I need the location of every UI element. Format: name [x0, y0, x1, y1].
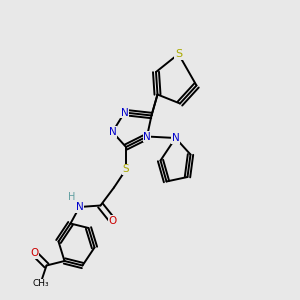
Text: S: S: [175, 49, 182, 59]
Text: O: O: [108, 215, 117, 226]
Text: N: N: [121, 107, 128, 118]
Text: CH₃: CH₃: [32, 279, 49, 288]
Text: N: N: [109, 127, 116, 137]
Text: O: O: [30, 248, 39, 259]
Text: N: N: [76, 202, 83, 212]
Text: N: N: [172, 133, 179, 143]
Text: N: N: [143, 131, 151, 142]
Text: H: H: [68, 191, 76, 202]
Text: S: S: [123, 164, 129, 175]
